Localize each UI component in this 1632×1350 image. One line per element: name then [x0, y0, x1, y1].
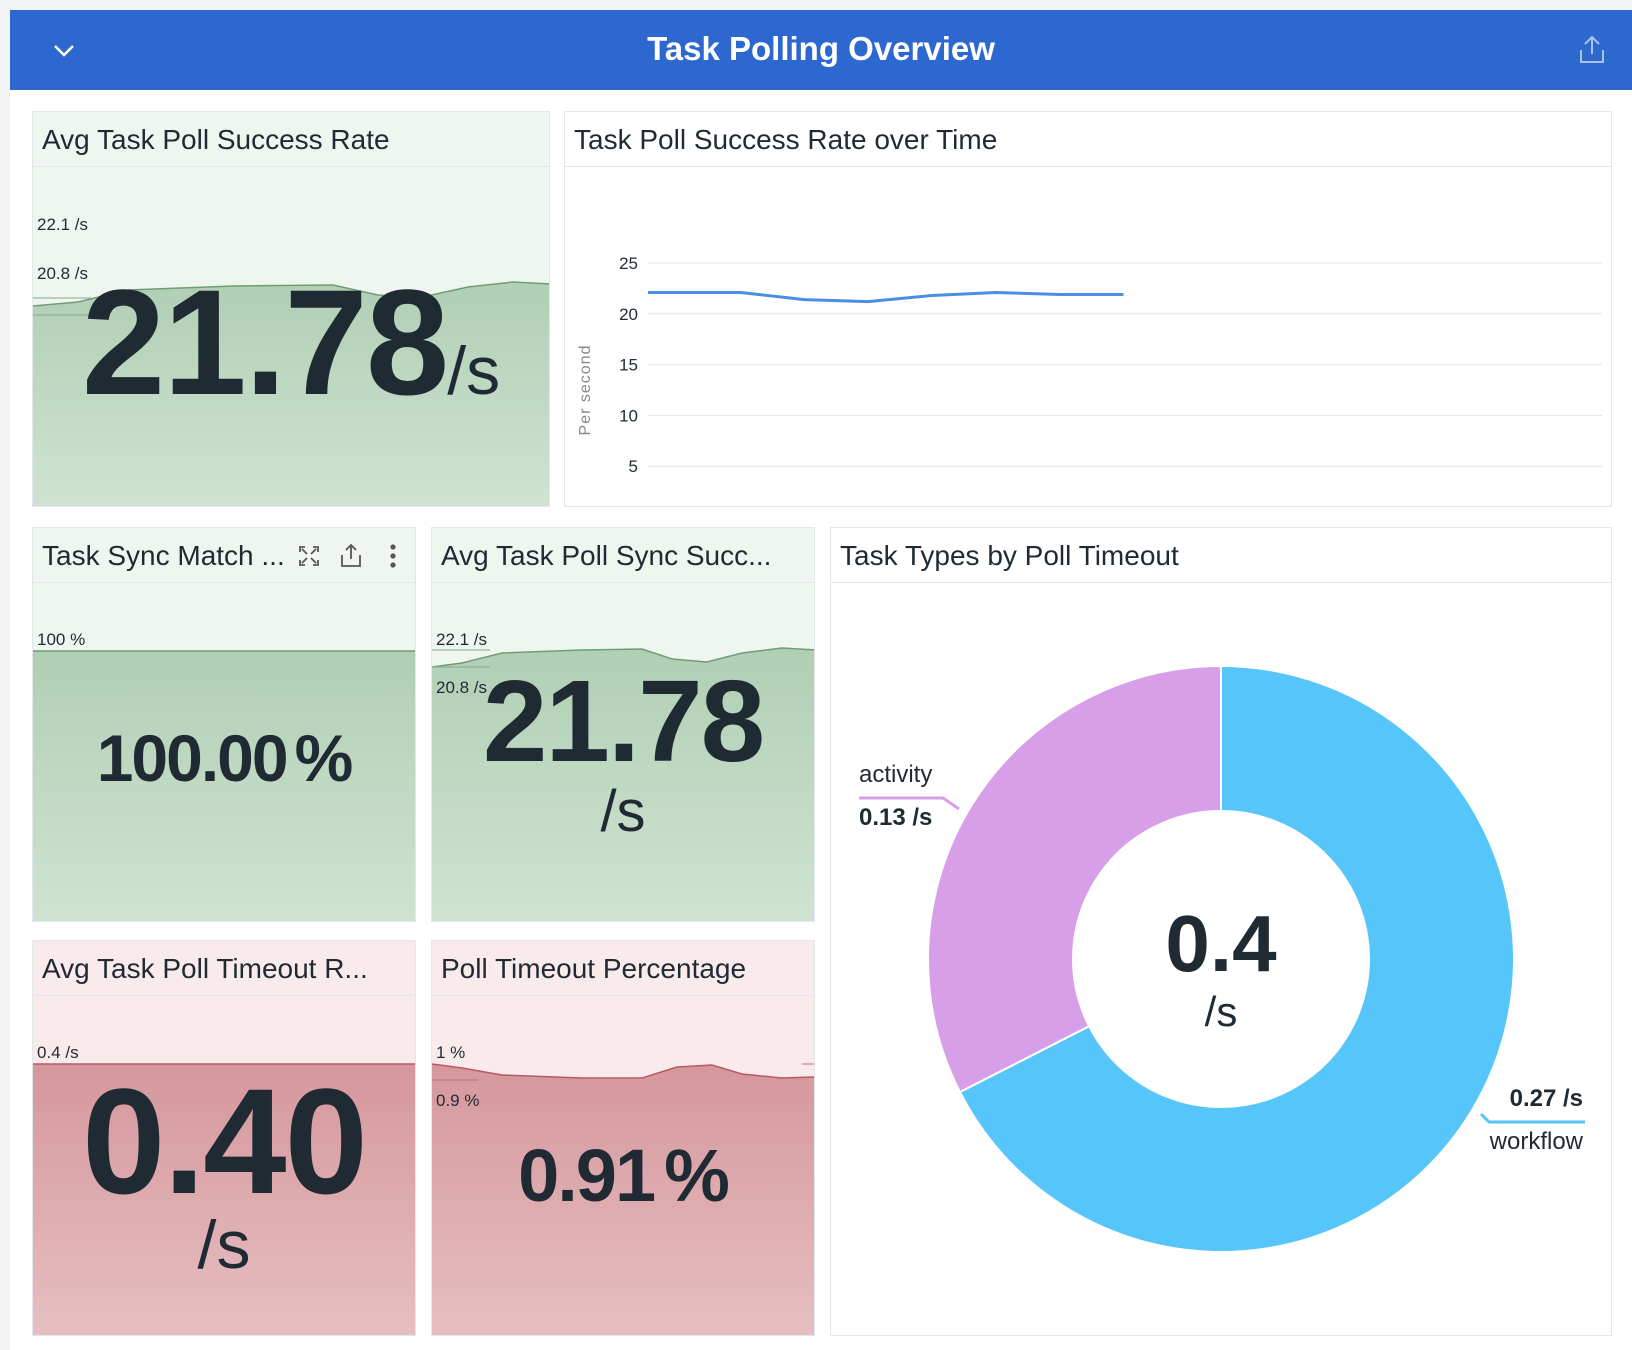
avg-task-poll-timeout-rate-panel[interactable]: Avg Task Poll Timeout R... 0.4 /s 0.40 /…	[32, 940, 416, 1336]
expand-icon[interactable]	[295, 542, 323, 570]
stat-unit: /s	[197, 1207, 251, 1283]
share-icon[interactable]	[337, 542, 365, 570]
panel-title: Avg Task Poll Timeout R...	[33, 941, 415, 996]
share-icon[interactable]	[1574, 32, 1610, 68]
series-line	[648, 290, 1124, 304]
stat-unit: /s	[447, 333, 501, 409]
page-title: Task Polling Overview	[647, 30, 995, 67]
stat-value: 100.00	[96, 721, 289, 795]
stat-unit: /s	[600, 779, 646, 844]
ref-high-label: 0.4 /s	[37, 1043, 79, 1062]
stat-value: 0.40	[82, 1057, 368, 1225]
avg-task-poll-sync-success-panel[interactable]: Avg Task Poll Sync Succ... 22.1 /s 20.8 …	[431, 527, 815, 922]
sparkline	[432, 647, 814, 921]
legend-workflow-label: workflow	[1489, 1128, 1583, 1155]
chevron-down-icon[interactable]	[46, 32, 82, 68]
donut-slice-workflow	[958, 664, 1515, 1253]
ref-high-label: 22.1 /s	[37, 215, 89, 234]
ref-low-label: 20.8 /s	[436, 678, 488, 697]
panel-title: Avg Task Poll Sync Succ...	[432, 528, 814, 583]
activity-leader-line	[859, 796, 960, 811]
y-tick-label: 20	[619, 305, 638, 324]
stat-unit: %	[294, 721, 354, 795]
y-tick-label: 25	[619, 254, 638, 273]
stat-value: 21.78	[482, 656, 765, 786]
line-chart: 051015202508:1008:1508:20Per second	[577, 254, 1602, 476]
ref-high-label: 100 %	[37, 630, 86, 649]
success-rate-over-time-panel[interactable]: Task Poll Success Rate over Time 0510152…	[564, 111, 1612, 507]
avg-task-poll-success-rate-panel[interactable]: Avg Task Poll Success Rate 22.1 /s 20.8 …	[32, 111, 550, 507]
more-icon[interactable]	[379, 542, 407, 570]
task-sync-match-panel[interactable]: Task Sync Match ... 100 % 100.00%	[32, 527, 416, 922]
stat-value: 21.78	[81, 258, 449, 426]
ref-high-label: 1 %	[436, 1043, 466, 1062]
top-edge	[0, 0, 1632, 10]
donut-chart	[859, 664, 1585, 1253]
sparkline	[33, 281, 549, 506]
stat-unit: %	[664, 1134, 730, 1217]
y-tick-label: 15	[619, 356, 638, 375]
donut-slice-activity	[927, 664, 1222, 1094]
sparkline	[33, 650, 415, 921]
ref-low-label: 20.8 /s	[37, 264, 89, 283]
y-tick-label: 10	[619, 406, 638, 425]
sparkline	[432, 1063, 814, 1335]
ref-low-label: 0.9 %	[436, 1091, 480, 1110]
ref-high-label: 22.1 /s	[436, 630, 488, 649]
legend-activity-value: 0.13 /s	[859, 804, 933, 831]
panel-title: Poll Timeout Percentage	[432, 941, 814, 996]
sparkline	[33, 1063, 415, 1335]
panel-title: Task Poll Success Rate over Time	[565, 112, 1611, 167]
panel-title: Task Sync Match ...	[33, 528, 415, 583]
panel-title: Avg Task Poll Success Rate	[33, 112, 549, 167]
poll-timeout-percentage-panel[interactable]: Poll Timeout Percentage 1 % 0.9 % 0.91%	[431, 940, 815, 1336]
donut-center-value: 0.4	[1165, 899, 1277, 988]
panel-title: Task Types by Poll Timeout	[831, 528, 1611, 583]
group-header: Task Polling Overview	[10, 10, 1632, 90]
y-tick-label: 5	[629, 457, 638, 476]
left-edge	[0, 0, 10, 1350]
workflow-leader-line	[1479, 1112, 1585, 1124]
stat-value: 0.91	[518, 1134, 656, 1217]
donut-center-unit: /s	[1204, 988, 1238, 1035]
legend-activity-label: activity	[859, 761, 933, 788]
legend-workflow-value: 0.27 /s	[1509, 1085, 1583, 1112]
task-types-by-poll-timeout-panel[interactable]: Task Types by Poll Timeout 0.4 /s activi…	[830, 527, 1612, 1336]
y-axis-label: Per second	[577, 345, 594, 436]
